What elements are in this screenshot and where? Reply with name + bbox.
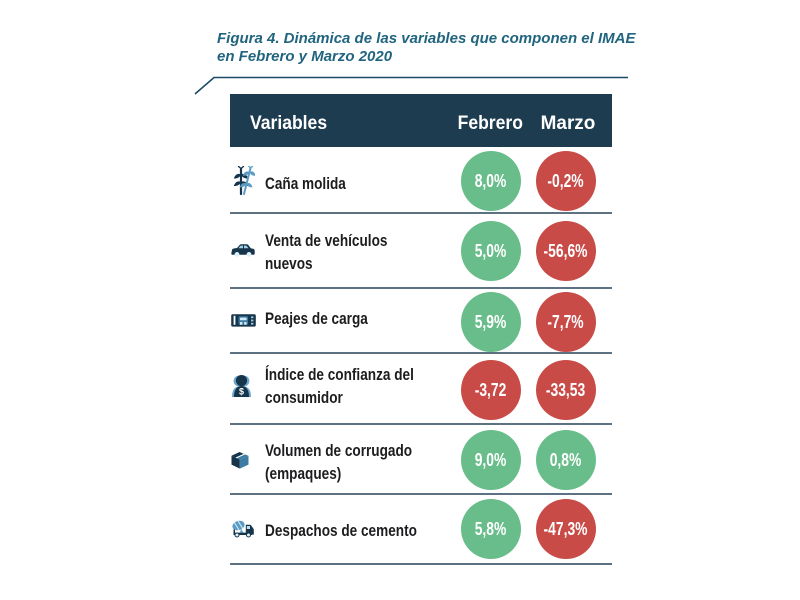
svg-text:$: $	[239, 386, 244, 396]
